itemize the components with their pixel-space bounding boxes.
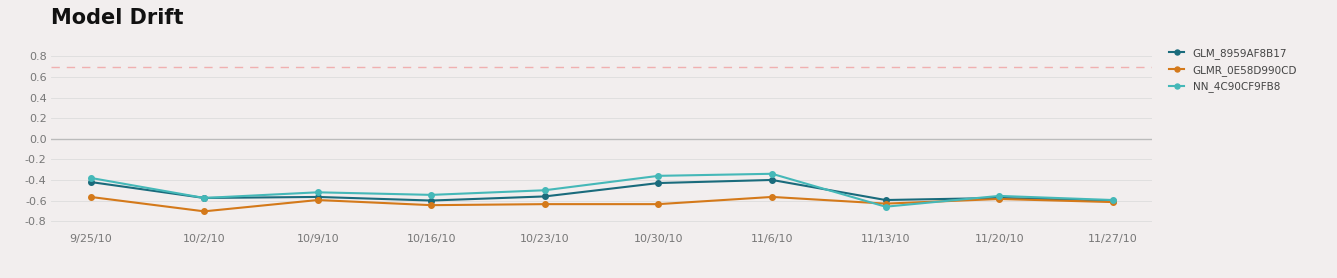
GLMR_0E58D990CD <box>83 195 99 198</box>
GLMR_0E58D990CD <box>537 202 554 206</box>
GLMR_0E58D990CD <box>197 210 213 213</box>
NN_4C90CF9FB8 <box>537 188 554 192</box>
GLM_8959AF8B17 <box>197 196 213 200</box>
GLM_8959AF8B17 <box>424 199 440 202</box>
NN_4C90CF9FB8 <box>991 194 1007 198</box>
NN_4C90CF9FB8 <box>310 191 326 194</box>
GLM_8959AF8B17 <box>877 198 893 202</box>
NN_4C90CF9FB8 <box>650 174 666 178</box>
GLM_8959AF8B17 <box>537 195 554 198</box>
NN_4C90CF9FB8 <box>763 172 779 175</box>
GLMR_0E58D990CD <box>310 198 326 202</box>
GLM_8959AF8B17 <box>650 181 666 185</box>
Legend: GLM_8959AF8B17, GLMR_0E58D990CD, NN_4C90CF9FB8: GLM_8959AF8B17, GLMR_0E58D990CD, NN_4C90… <box>1169 48 1297 93</box>
Text: Model Drift: Model Drift <box>51 8 183 28</box>
GLM_8959AF8B17 <box>991 196 1007 200</box>
GLMR_0E58D990CD <box>877 202 893 205</box>
GLMR_0E58D990CD <box>424 203 440 207</box>
GLMR_0E58D990CD <box>991 197 1007 201</box>
NN_4C90CF9FB8 <box>1104 198 1120 202</box>
NN_4C90CF9FB8 <box>197 196 213 200</box>
GLM_8959AF8B17 <box>1104 199 1120 202</box>
Line: GLM_8959AF8B17: GLM_8959AF8B17 <box>88 177 1115 203</box>
GLM_8959AF8B17 <box>310 195 326 198</box>
GLM_8959AF8B17 <box>83 180 99 184</box>
Line: GLMR_0E58D990CD: GLMR_0E58D990CD <box>88 194 1115 214</box>
GLMR_0E58D990CD <box>763 195 779 198</box>
NN_4C90CF9FB8 <box>83 176 99 180</box>
Line: NN_4C90CF9FB8: NN_4C90CF9FB8 <box>88 171 1115 210</box>
NN_4C90CF9FB8 <box>877 205 893 208</box>
GLM_8959AF8B17 <box>763 178 779 182</box>
NN_4C90CF9FB8 <box>424 193 440 197</box>
GLMR_0E58D990CD <box>1104 200 1120 204</box>
GLMR_0E58D990CD <box>650 202 666 206</box>
